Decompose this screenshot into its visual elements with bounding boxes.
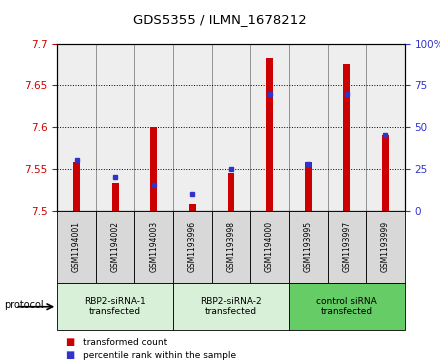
Bar — [189, 204, 196, 211]
Bar — [96, 211, 135, 283]
Bar — [366, 211, 405, 283]
Bar — [212, 44, 250, 211]
Text: GSM1193998: GSM1193998 — [227, 221, 235, 272]
Text: GSM1193996: GSM1193996 — [188, 221, 197, 272]
Bar — [57, 283, 173, 330]
Text: GSM1193995: GSM1193995 — [304, 221, 313, 272]
Bar — [112, 183, 119, 211]
Text: GSM1194002: GSM1194002 — [110, 221, 120, 272]
Bar — [327, 211, 366, 283]
Text: ■: ■ — [66, 337, 78, 347]
Text: RBP2-siRNA-2
transfected: RBP2-siRNA-2 transfected — [200, 297, 262, 317]
Bar — [289, 283, 405, 330]
Text: GSM1194000: GSM1194000 — [265, 221, 274, 272]
Text: ■: ■ — [66, 350, 78, 360]
Text: GSM1193999: GSM1193999 — [381, 221, 390, 272]
Text: RBP2-siRNA-1
transfected: RBP2-siRNA-1 transfected — [84, 297, 146, 317]
Bar — [173, 283, 289, 330]
Text: protocol: protocol — [4, 300, 44, 310]
Bar — [135, 44, 173, 211]
Bar — [250, 44, 289, 211]
Bar — [96, 44, 135, 211]
Bar — [366, 44, 405, 211]
Bar — [73, 162, 80, 211]
Text: GDS5355 / ILMN_1678212: GDS5355 / ILMN_1678212 — [133, 13, 307, 26]
Bar — [382, 135, 389, 211]
Text: GSM1194001: GSM1194001 — [72, 221, 81, 272]
Bar — [57, 44, 96, 211]
Bar — [57, 211, 96, 283]
Text: transformed count: transformed count — [83, 338, 167, 347]
Bar — [250, 211, 289, 283]
Bar — [266, 58, 273, 211]
Bar — [227, 173, 235, 211]
Bar — [173, 44, 212, 211]
Bar — [289, 44, 327, 211]
Text: percentile rank within the sample: percentile rank within the sample — [83, 351, 236, 359]
Bar — [173, 211, 212, 283]
Text: GSM1194003: GSM1194003 — [149, 221, 158, 272]
Bar — [327, 44, 366, 211]
Text: GSM1193997: GSM1193997 — [342, 221, 352, 272]
Bar — [212, 211, 250, 283]
Bar — [289, 211, 327, 283]
Bar — [343, 65, 350, 211]
Bar — [150, 127, 157, 211]
Bar — [305, 162, 312, 211]
Bar — [135, 211, 173, 283]
Text: control siRNA
transfected: control siRNA transfected — [316, 297, 377, 317]
